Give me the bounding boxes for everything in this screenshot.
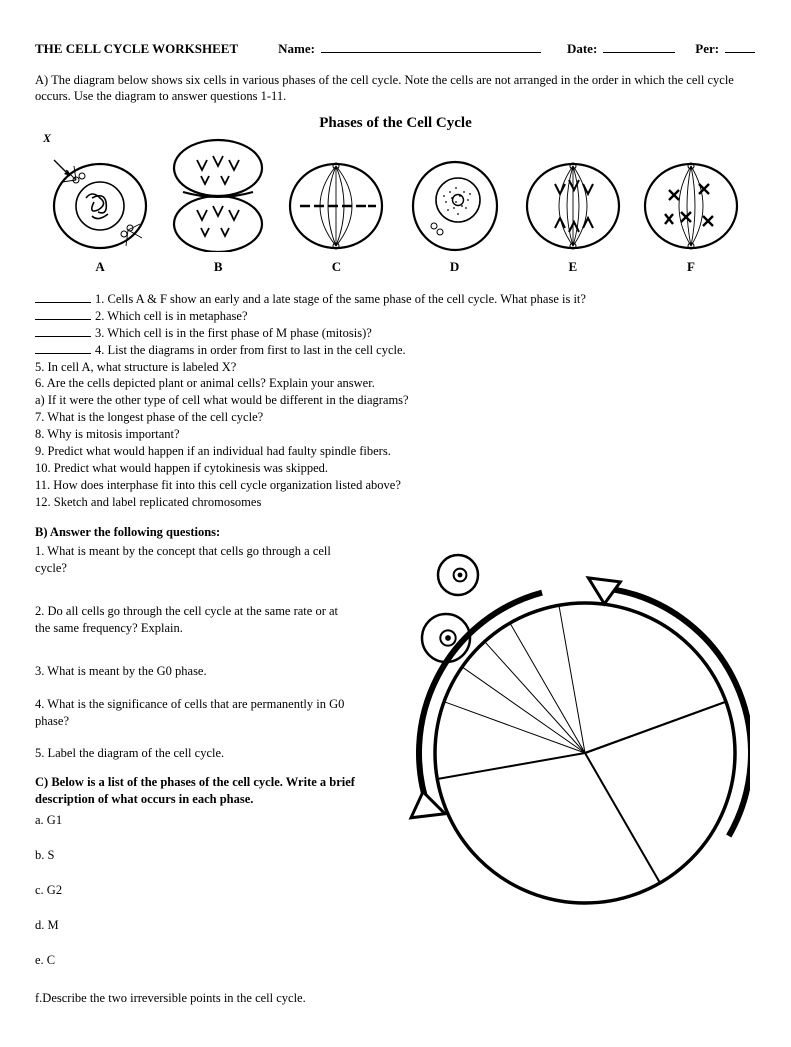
section-b-q2: 2. Do all cells go through the cell cycl…: [35, 603, 355, 637]
cells-diagram-row: A B: [35, 136, 756, 276]
section-c-a: a. G1: [35, 812, 355, 829]
section-c-d: d. M: [35, 917, 355, 934]
cell-e-label: E: [514, 258, 632, 276]
answer-blank[interactable]: [35, 308, 91, 320]
section-b-q1: 1. What is meant by the concept that cel…: [35, 543, 355, 577]
section-c-e: e. C: [35, 952, 355, 969]
cycle-diagram-container: [363, 543, 756, 986]
cell-d: D: [396, 156, 514, 276]
section-b-header: B) Answer the following questions:: [35, 524, 756, 541]
cell-f: F: [632, 156, 750, 276]
section-b-q3: 3. What is meant by the G0 phase.: [35, 663, 355, 680]
section-b-q4: 4. What is the significance of cells tha…: [35, 696, 355, 730]
date-blank[interactable]: [603, 52, 675, 53]
answer-blank[interactable]: [35, 325, 91, 337]
question-6: 6. Are the cells depicted plant or anima…: [35, 375, 756, 392]
cell-cycle-diagram: [370, 543, 750, 943]
question-5: 5. In cell A, what structure is labeled …: [35, 359, 756, 376]
cell-a-icon: [48, 156, 152, 252]
cell-e-icon: [521, 156, 625, 252]
cell-c: C: [277, 156, 395, 276]
question-12: 12. Sketch and label replicated chromoso…: [35, 494, 756, 511]
worksheet-title: THE CELL CYCLE WORKSHEET: [35, 40, 238, 58]
question-8: 8. Why is mitosis important?: [35, 426, 756, 443]
question-text: 4. List the diagrams in order from first…: [95, 342, 406, 359]
phases-diagram-title: Phases of the Cell Cycle: [35, 113, 756, 133]
per-label: Per:: [695, 40, 719, 58]
question-3: 3. Which cell is in the first phase of M…: [35, 325, 756, 342]
cell-b-icon: [163, 136, 273, 252]
per-blank[interactable]: [725, 52, 755, 53]
cell-f-label: F: [632, 258, 750, 276]
question-9: 9. Predict what would happen if an indiv…: [35, 443, 756, 460]
worksheet-header: THE CELL CYCLE WORKSHEET Name: Date: Per…: [35, 40, 756, 58]
cell-c-icon: [284, 156, 388, 252]
section-b-q5: 5. Label the diagram of the cell cycle.: [35, 745, 355, 762]
section-c-c: c. G2: [35, 882, 355, 899]
section-c-b: b. S: [35, 847, 355, 864]
question-text: 3. Which cell is in the first phase of M…: [95, 325, 372, 342]
cell-f-icon: [639, 156, 743, 252]
left-column: 1. What is meant by the concept that cel…: [35, 543, 355, 986]
question-2: 2. Which cell is in metaphase?: [35, 308, 756, 325]
section-c-header: C) Below is a list of the phases of the …: [35, 774, 355, 808]
question-7: 7. What is the longest phase of the cell…: [35, 409, 756, 426]
cell-a-label: A: [41, 258, 159, 276]
cell-e: E: [514, 156, 632, 276]
date-label: Date:: [567, 40, 597, 58]
section-a-questions: 1. Cells A & F show an early and a late …: [35, 291, 756, 510]
section-a-intro: A) The diagram below shows six cells in …: [35, 72, 756, 106]
question-text: 2. Which cell is in metaphase?: [95, 308, 248, 325]
cell-d-icon: [406, 156, 504, 252]
cell-a: A: [41, 156, 159, 276]
question-4: 4. List the diagrams in order from first…: [35, 342, 756, 359]
answer-blank[interactable]: [35, 291, 91, 303]
question-10: 10. Predict what would happen if cytokin…: [35, 460, 756, 477]
question-11: 11. How does interphase fit into this ce…: [35, 477, 756, 494]
cell-b: B: [159, 136, 277, 276]
question-1: 1. Cells A & F show an early and a late …: [35, 291, 756, 308]
cell-d-label: D: [396, 258, 514, 276]
cell-b-label: B: [159, 258, 277, 276]
cell-c-label: C: [277, 258, 395, 276]
question-6a: a) If it were the other type of cell wha…: [35, 392, 756, 409]
name-label: Name:: [278, 40, 315, 58]
name-blank[interactable]: [321, 52, 541, 53]
section-c-f: f.Describe the two irreversible points i…: [35, 990, 756, 1007]
answer-blank[interactable]: [35, 342, 91, 354]
x-label: X: [43, 130, 51, 146]
question-text: 1. Cells A & F show an early and a late …: [95, 291, 586, 308]
